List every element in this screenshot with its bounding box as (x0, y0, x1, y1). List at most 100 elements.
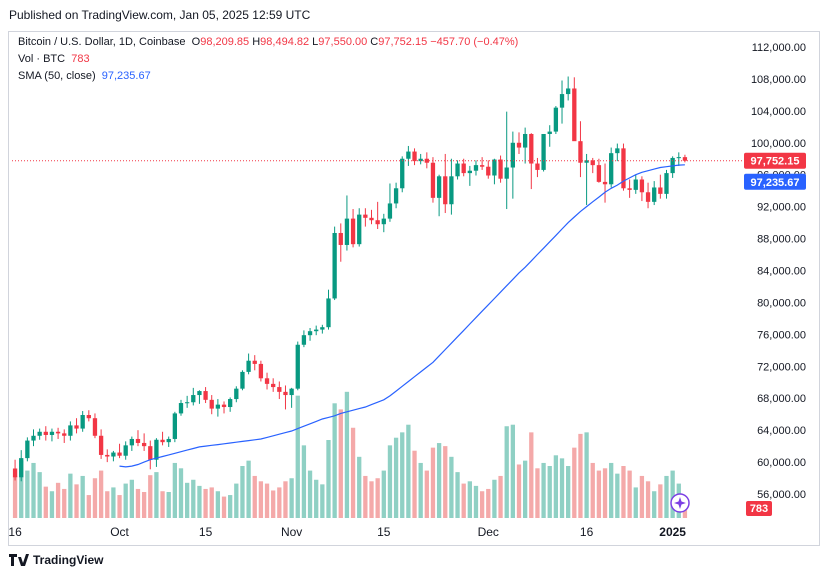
volume-bar (535, 468, 540, 518)
candle-body (363, 214, 368, 218)
sma-marker: 97,235.67 (744, 173, 806, 190)
volume-bar (658, 484, 663, 518)
candle (400, 156, 405, 193)
candle (363, 208, 368, 227)
candle (258, 360, 264, 382)
candle-body (664, 173, 669, 194)
volume-bar (492, 479, 497, 518)
y-tick-label: 56,000.00 (757, 489, 806, 501)
volume-bar (258, 481, 264, 518)
candle-body (479, 165, 485, 167)
candle-body (627, 188, 632, 190)
candle-body (240, 371, 245, 389)
candle (43, 426, 48, 441)
candle-body (504, 167, 509, 179)
candle (123, 441, 128, 460)
volume-bar (350, 427, 356, 518)
volume-bar (25, 470, 30, 518)
candle (111, 450, 116, 462)
volume-bar (406, 424, 411, 518)
candle (664, 169, 669, 199)
candle-body (55, 431, 61, 434)
candle-body (658, 187, 663, 194)
candle (449, 158, 454, 215)
candle-body (566, 88, 571, 95)
candle-body (68, 425, 73, 436)
sparkle-icon[interactable] (670, 493, 690, 513)
chart-frame[interactable] (8, 31, 820, 546)
candle (467, 165, 472, 186)
candle-body (357, 214, 362, 245)
volume-bar (541, 462, 546, 518)
open-value: 98,209.85 (200, 36, 250, 48)
candle-body (326, 298, 331, 328)
y-tick-label: 112,000.00 (752, 42, 806, 54)
candle (178, 399, 184, 416)
volume-bar (522, 460, 528, 518)
candle (609, 147, 614, 188)
volume-marker: 783 (746, 501, 772, 516)
volume-bar (498, 475, 503, 518)
candle (652, 181, 657, 206)
candle-body (430, 162, 436, 198)
axis-markers: 97,752.15 97,235.67 783 (12, 152, 806, 516)
candle-body (467, 170, 472, 174)
volume-bar (479, 491, 485, 518)
volume-bar (443, 446, 448, 518)
candle (49, 428, 55, 442)
candle (621, 143, 626, 191)
y-tick-label: 92,000.00 (757, 202, 806, 214)
tradingview-footer[interactable]: TradingView (9, 553, 103, 567)
volume-bar (602, 468, 608, 518)
candle (553, 106, 559, 134)
candle (148, 440, 153, 470)
candle-body (529, 133, 534, 164)
candle (332, 226, 337, 301)
candle (344, 195, 350, 251)
candle-body (406, 151, 411, 159)
candle-body (418, 158, 423, 162)
candle-body (37, 431, 42, 436)
x-tick-label: 15 (199, 525, 213, 539)
candle-body (246, 360, 251, 372)
candle (498, 155, 503, 183)
time-axis: 16 Oct 15 Nov 15 Dec 16 2025 (8, 525, 686, 539)
candle (154, 438, 159, 467)
candle-body (535, 163, 540, 170)
candle-body (166, 438, 171, 443)
candle-body (86, 415, 91, 419)
candle-body (590, 160, 595, 166)
candle (295, 341, 300, 391)
ohlc-legend: Bitcoin / U.S. Dollar, 1D, Coinbase O98,… (18, 36, 518, 48)
candle (277, 381, 282, 400)
candle-body (215, 404, 221, 409)
volume-bar (436, 443, 442, 518)
candle-body (111, 452, 116, 457)
volume-bar (609, 462, 614, 518)
candle-body (559, 94, 565, 108)
candle-body (117, 452, 122, 456)
candle-body (307, 331, 313, 336)
candle-body (135, 438, 141, 443)
candle (676, 152, 681, 166)
volume-bar (645, 481, 651, 518)
volume-value: 783 (71, 53, 90, 65)
volume-bar (584, 432, 589, 518)
candle (547, 125, 552, 147)
candle (55, 427, 61, 439)
candle-body (320, 327, 325, 330)
candle (602, 163, 608, 203)
volume-bar (295, 395, 300, 518)
candle (541, 133, 546, 172)
volume-bar (621, 466, 626, 518)
candle (393, 182, 399, 209)
volume-bar (19, 460, 24, 518)
low-value: 97,550.00 (318, 36, 368, 48)
volume-bar (135, 488, 141, 518)
candle (221, 401, 227, 414)
candle (209, 395, 214, 415)
candle-body (264, 378, 270, 384)
candle-body (609, 153, 614, 185)
volume-bar (234, 483, 239, 518)
